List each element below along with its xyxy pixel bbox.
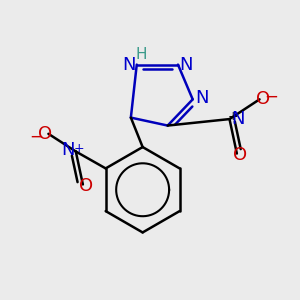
Text: −: −	[264, 88, 278, 106]
Text: O: O	[38, 125, 52, 143]
Text: +: +	[228, 110, 238, 123]
Text: N: N	[232, 110, 245, 128]
Text: N: N	[179, 56, 193, 74]
Text: N: N	[195, 89, 208, 107]
Text: −: −	[30, 127, 44, 145]
Text: O: O	[233, 146, 248, 164]
Text: N: N	[122, 56, 136, 74]
Text: H: H	[135, 47, 147, 62]
Text: +: +	[74, 142, 85, 155]
Text: O: O	[256, 90, 270, 108]
Text: N: N	[61, 141, 74, 159]
Text: O: O	[79, 177, 94, 195]
